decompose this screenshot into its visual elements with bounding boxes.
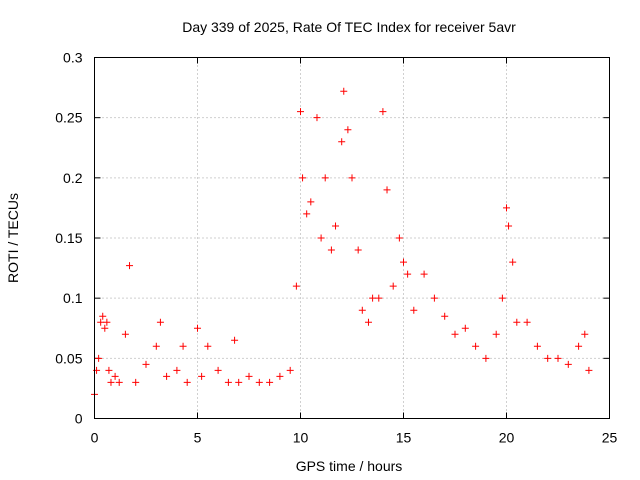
data-point bbox=[317, 234, 325, 242]
data-point bbox=[383, 186, 391, 194]
data-point bbox=[156, 318, 164, 326]
data-point bbox=[307, 198, 315, 206]
data-point bbox=[292, 282, 300, 290]
data-point bbox=[276, 372, 284, 380]
x-tick-label: 5 bbox=[194, 430, 202, 446]
data-point bbox=[255, 378, 263, 386]
data-point bbox=[299, 174, 307, 182]
data-point bbox=[338, 138, 346, 146]
data-point bbox=[344, 126, 352, 134]
data-point bbox=[231, 336, 239, 344]
data-points bbox=[91, 87, 593, 398]
y-axis-label: ROTI / TECUs bbox=[5, 193, 21, 283]
data-point bbox=[492, 330, 500, 338]
data-point bbox=[332, 222, 340, 230]
data-point bbox=[505, 222, 513, 230]
x-axis-label: GPS time / hours bbox=[296, 458, 403, 474]
data-point bbox=[482, 354, 490, 362]
data-point bbox=[303, 210, 311, 218]
data-point bbox=[358, 306, 366, 314]
data-point bbox=[105, 366, 113, 374]
data-point bbox=[99, 312, 107, 320]
data-point bbox=[214, 366, 222, 374]
data-point bbox=[95, 354, 103, 362]
data-point bbox=[132, 378, 140, 386]
data-point bbox=[430, 294, 438, 302]
data-point bbox=[451, 330, 459, 338]
data-point bbox=[472, 342, 480, 350]
data-point bbox=[581, 330, 589, 338]
data-point bbox=[340, 87, 348, 95]
data-point bbox=[461, 324, 469, 332]
data-point bbox=[410, 306, 418, 314]
x-tick-label: 25 bbox=[602, 430, 618, 446]
data-point bbox=[103, 318, 111, 326]
data-point bbox=[163, 372, 171, 380]
data-point bbox=[420, 270, 428, 278]
data-point bbox=[121, 330, 129, 338]
data-point bbox=[101, 324, 109, 332]
grid-lines bbox=[94, 57, 610, 419]
data-point bbox=[327, 246, 335, 254]
data-point bbox=[152, 342, 160, 350]
data-point bbox=[375, 294, 383, 302]
data-point bbox=[523, 318, 531, 326]
data-point bbox=[111, 372, 119, 380]
data-point bbox=[503, 204, 510, 212]
data-point bbox=[404, 270, 412, 278]
data-point bbox=[179, 342, 187, 350]
x-tick-label: 15 bbox=[396, 430, 412, 446]
axis-ticks: 0 5 10 15 20 25 0 0.05 0.1 0.15 0.2 0.25 0.3 bbox=[55, 50, 617, 446]
data-point bbox=[107, 378, 115, 386]
y-tick-label: 0.2 bbox=[63, 170, 83, 186]
data-point bbox=[321, 174, 329, 182]
data-point bbox=[313, 114, 321, 122]
data-point bbox=[224, 378, 232, 386]
data-point bbox=[369, 294, 377, 302]
data-point bbox=[400, 258, 407, 266]
data-point bbox=[194, 324, 201, 332]
data-point bbox=[126, 262, 134, 270]
data-point bbox=[173, 366, 181, 374]
data-point bbox=[198, 372, 206, 380]
data-point bbox=[585, 366, 593, 374]
data-point bbox=[115, 378, 123, 386]
data-point bbox=[509, 258, 517, 266]
data-point bbox=[554, 354, 562, 362]
y-tick-label: 0.25 bbox=[55, 110, 82, 126]
data-point bbox=[142, 360, 150, 368]
data-point bbox=[513, 318, 521, 326]
data-point bbox=[183, 378, 191, 386]
data-point bbox=[564, 360, 572, 368]
data-point bbox=[575, 342, 583, 350]
x-tick-label: 10 bbox=[293, 430, 309, 446]
x-tick-label: 0 bbox=[91, 430, 99, 446]
plot-frame bbox=[94, 57, 610, 419]
y-tick-label: 0.15 bbox=[55, 230, 82, 246]
data-point bbox=[441, 312, 449, 320]
data-point bbox=[348, 174, 356, 182]
data-point bbox=[533, 342, 541, 350]
chart-title: Day 339 of 2025, Rate Of TEC Index for r… bbox=[182, 19, 516, 35]
data-point bbox=[297, 108, 304, 116]
data-point bbox=[395, 234, 403, 242]
data-point bbox=[204, 342, 212, 350]
data-point bbox=[544, 354, 552, 362]
data-point bbox=[97, 318, 105, 326]
y-tick-label: 0 bbox=[75, 411, 83, 427]
data-point bbox=[286, 366, 294, 374]
y-tick-label: 0.1 bbox=[63, 290, 83, 306]
data-point bbox=[266, 378, 274, 386]
data-point bbox=[389, 282, 397, 290]
x-tick-label: 20 bbox=[499, 430, 515, 446]
data-point bbox=[354, 246, 362, 254]
y-tick-label: 0.05 bbox=[55, 350, 82, 366]
data-point bbox=[364, 318, 372, 326]
y-tick-label: 0.3 bbox=[63, 50, 83, 66]
data-point bbox=[245, 372, 253, 380]
data-point bbox=[379, 108, 387, 116]
data-point bbox=[235, 378, 243, 386]
data-point bbox=[498, 294, 506, 302]
